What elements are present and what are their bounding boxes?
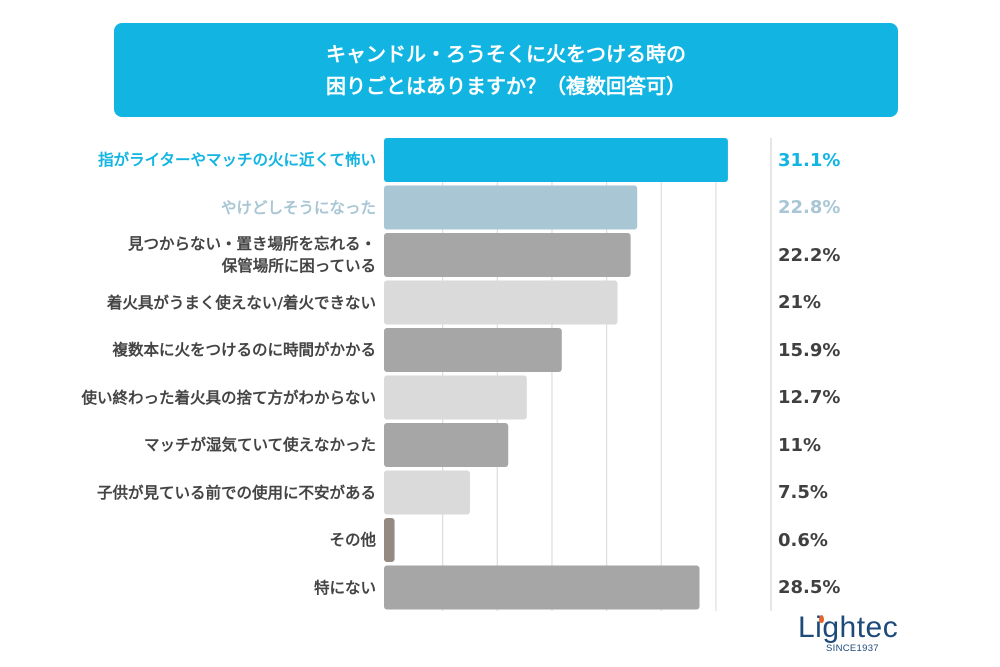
value-label: 22.2% <box>778 244 841 266</box>
bar-9 <box>384 565 700 610</box>
value-label: 12.7% <box>778 387 841 408</box>
category-label: マッチが湿気ていて使えなかった <box>16 423 376 467</box>
category-label: 複数本に火をつけるのに時間がかかる <box>16 328 376 372</box>
value-label: 0.6% <box>778 529 828 551</box>
category-label-line: 子供が見ている前での使用に不安がある <box>96 483 376 502</box>
category-label-line: その他 <box>329 531 376 549</box>
value-label: 28.5% <box>778 577 841 598</box>
category-label-line: 指がライターやマッチの火に近くて怖い <box>98 151 376 169</box>
category-label-line: マッチが湿気ていて使えなかった <box>143 436 376 454</box>
category-label-line: 複数本に火をつけるのに時間がかかる <box>112 341 376 359</box>
logo-tagline: SINCE1937 <box>826 643 879 654</box>
chart-title-line-1: キャンドル・ろうそくに火をつける時の <box>326 42 686 66</box>
category-label: その他 <box>16 518 376 562</box>
value-label: 22.8% <box>778 197 841 218</box>
value-labels: 31.1% 22.8% 22.2% 21% 15.9% 12.7% 11% 7.5% 0.6% 2… <box>778 0 898 667</box>
bar-3 <box>384 280 618 325</box>
value-label: 15.9% <box>778 339 841 361</box>
category-label: 使い終わった着火具の捨て方がわからない <box>16 376 376 420</box>
lightec-logo: Lightec SINCE1937 <box>798 612 898 662</box>
category-label: 着火具がうまく使えない/着火できない <box>16 281 376 325</box>
value-label: 11% <box>778 434 822 456</box>
bar-0 <box>384 138 728 182</box>
category-labels: 指がライターやマッチの火に近くて怖いやけどしそうになった見つからない・置き場所を… <box>0 0 380 667</box>
category-label: やけどしそうになった <box>16 186 376 230</box>
bar-1 <box>384 185 638 230</box>
flame-icon <box>819 615 824 623</box>
category-label-line: 着火具がうまく使えない/着火できない <box>106 293 376 312</box>
category-label-line: 見つからない・置き場所を忘れる・ <box>127 235 376 253</box>
bar-6 <box>384 423 509 467</box>
category-label-line: 保管場所に困っている <box>221 257 376 275</box>
category-label-line: 特にない <box>313 578 376 597</box>
bar-7 <box>384 470 470 515</box>
category-label: 特にない <box>16 566 376 610</box>
category-label: 子供が見ている前での使用に不安がある <box>16 471 376 515</box>
bar-8 <box>384 518 395 562</box>
category-label: 見つからない・置き場所を忘れる・保管場所に困っている <box>16 233 376 277</box>
bar-2 <box>384 233 631 277</box>
chart-title-line-2: 困りごとはありますか？（複数回答可） <box>326 74 686 98</box>
bar-4 <box>384 328 562 372</box>
category-label-line: やけどしそうになった <box>220 198 376 217</box>
bar-5 <box>384 375 527 420</box>
value-label: 7.5% <box>778 482 828 503</box>
category-label-line: 使い終わった着火具の捨て方がわからない <box>81 388 376 407</box>
chart-title-banner: キャンドル・ろうそくに火をつける時の 困りごとはありますか？（複数回答可） <box>114 23 898 117</box>
value-label: 31.1% <box>778 149 841 171</box>
value-label: 21% <box>778 292 822 313</box>
logo-wordmark: Lightec <box>798 611 899 644</box>
category-label: 指がライターやマッチの火に近くて怖い <box>16 138 376 182</box>
